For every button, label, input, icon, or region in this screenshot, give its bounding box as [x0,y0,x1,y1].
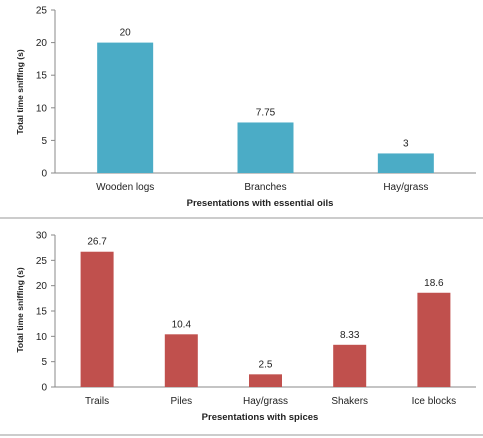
category-label: Wooden logs [96,182,154,193]
category-label: Branches [244,182,286,193]
x-axis-label: Presentations with essential oils [187,198,334,209]
category-label: Hay/grass [243,396,288,407]
y-tick-label: 20 [36,38,48,49]
y-tick-label: 15 [36,307,48,318]
y-tick-label: 10 [36,332,48,343]
y-axis-label: Total time sniffing (s) [15,267,25,352]
y-ticks: 0 5 10 15 20 25 [36,6,55,180]
data-label: 8.33 [340,330,360,341]
y-tick-label: 30 [36,231,48,242]
category-label: Trails [85,396,109,407]
y-tick-label: 5 [41,357,47,368]
bar [164,334,198,387]
bar [333,344,367,387]
bar [417,292,451,387]
data-label: 3 [403,138,409,149]
category-label: Shakers [331,396,368,407]
data-label: 7.75 [256,107,276,118]
bar [97,42,154,173]
data-label: 26.7 [87,237,107,248]
y-tick-label: 15 [36,71,48,82]
category-label: Ice blocks [412,396,456,407]
y-tick-label: 0 [41,383,47,394]
bars: 20 Wooden logs 7.75 Branches 3 Hay/grass [96,28,434,193]
category-label: Piles [170,396,192,407]
category-label: Hay/grass [383,182,428,193]
data-label: 10.4 [172,319,192,330]
chart-essential-oils: 0 5 10 15 20 25 20 Wooden logs 7.75 Branches 3 Hay… [15,6,476,209]
bar [80,251,114,387]
y-axis-label: Total time sniffing (s) [15,49,25,134]
y-tick-label: 0 [41,169,47,180]
bar [377,153,434,173]
y-tick-label: 25 [36,256,48,267]
bar [249,374,282,387]
data-label: 2.5 [259,359,273,370]
x-axis-label: Presentations with spices [202,412,319,423]
y-ticks: 0 5 10 15 20 25 30 [36,231,55,394]
y-tick-label: 25 [36,6,48,17]
y-tick-label: 20 [36,281,48,292]
bars: 26.7 Trails 10.4 Piles 2.5 Hay/grass 8.33 Shake… [80,237,456,407]
y-tick-label: 5 [41,136,47,147]
bar [237,122,294,173]
data-label: 18.6 [424,278,444,289]
data-label: 20 [120,28,132,39]
chart-spices: 0 5 10 15 20 25 30 26.7 Trails 10.4 Piles 2.5 Hay/g… [15,231,476,423]
y-tick-label: 10 [36,103,48,114]
